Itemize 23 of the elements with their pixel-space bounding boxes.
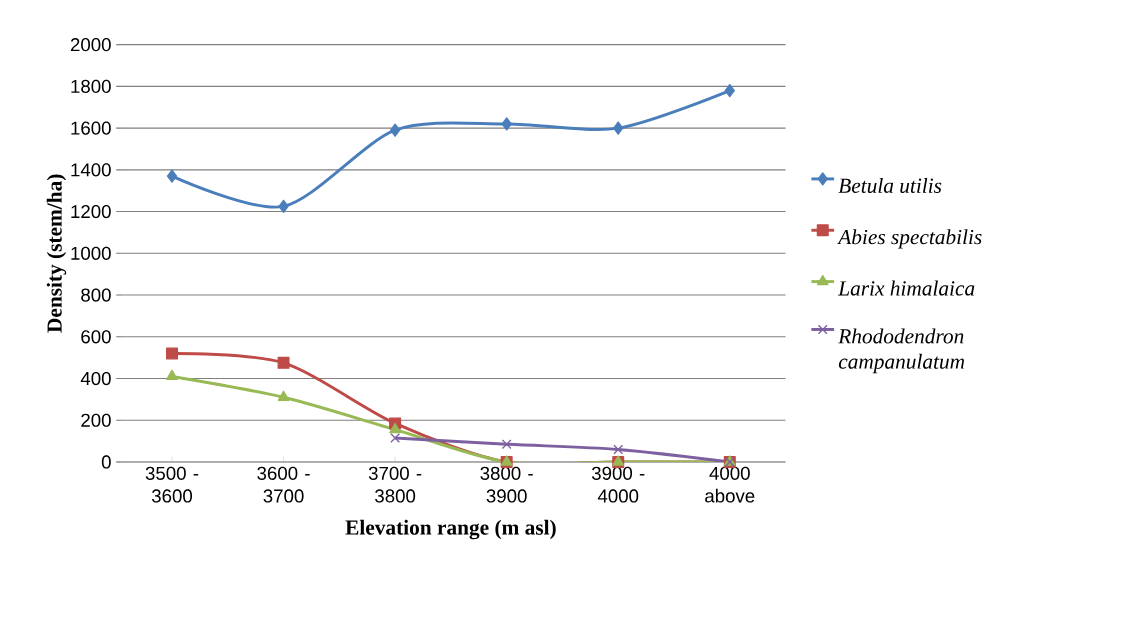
- x-tick-label: 3900 - 4000: [591, 466, 645, 503]
- y-tick-label: 1400: [71, 163, 111, 177]
- y-tick-label: 1600: [71, 121, 111, 135]
- y-tick-label: 2000: [70, 38, 111, 52]
- x-axis-title: Elevation range (m asl): [345, 519, 556, 540]
- y-tick-label: 1200: [71, 204, 111, 219]
- y-tick-label: 400: [80, 371, 111, 386]
- legend-label: Rhododendron campanulatum: [838, 328, 965, 374]
- x-tick-label: 3800 - 3900: [480, 466, 533, 503]
- legend-label: Abies spectabilis: [837, 229, 982, 249]
- y-tick-label: 1800: [71, 79, 111, 93]
- y-axis-title: Density (stem/ha): [46, 174, 67, 333]
- y-tick-label: 800: [81, 288, 111, 302]
- x-tick-label: 4000 above: [705, 466, 755, 503]
- y-tick-label: 600: [81, 330, 111, 344]
- legend-label: Betula utilis: [838, 177, 942, 193]
- y-tick-label: 200: [81, 413, 111, 427]
- legend-label: Larix himalaica: [838, 280, 975, 296]
- y-tick-label: 1000: [71, 246, 111, 260]
- x-tick-label: 3600 - 3700: [257, 466, 310, 503]
- y-tick-label: 0: [101, 455, 111, 469]
- x-tick-label: 3500 - 3600: [145, 466, 199, 503]
- x-tick-label: 3700 - 3800: [368, 466, 422, 503]
